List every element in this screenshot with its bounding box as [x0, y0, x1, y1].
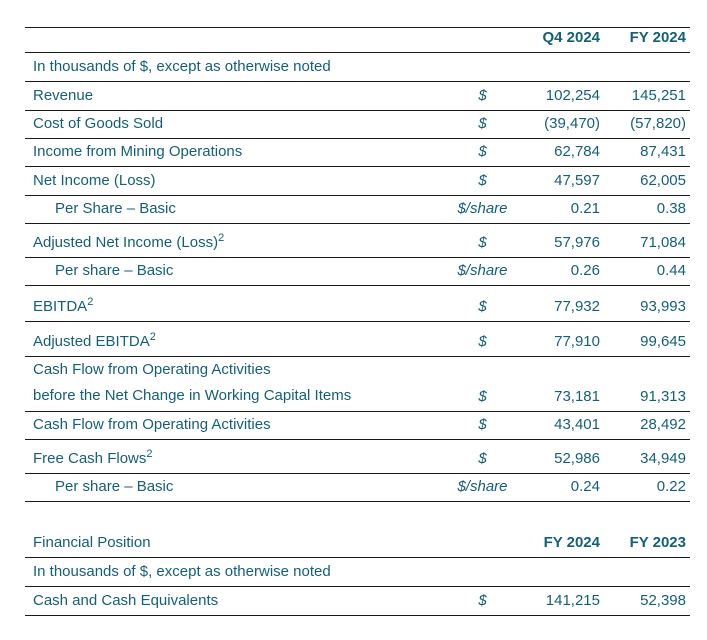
row-value-q4: (39,470)	[544, 115, 600, 132]
row-value-fy: (57,820)	[630, 115, 686, 132]
table-header-row: Q4 2024 FY 2024	[25, 28, 690, 53]
row-label: Per share – Basic	[55, 478, 174, 495]
table-row: Revenue $ 102,254 145,251	[25, 82, 690, 111]
header-spacer	[440, 529, 525, 557]
row-label: Per Share – Basic	[55, 200, 176, 217]
row-label: Cost of Goods Sold	[33, 115, 164, 132]
row-value-fy: 145,251	[631, 87, 686, 104]
row-unit: $	[478, 298, 487, 315]
row-value-q4: 77,932	[554, 298, 600, 315]
row-unit: $	[478, 172, 487, 189]
row-unit: $	[478, 115, 487, 132]
row-unit: $	[478, 450, 487, 467]
row-unit: $	[478, 234, 487, 251]
financial-position-table: Financial Position FY 2024 FY 2023 In th…	[25, 529, 690, 616]
header-spacer	[25, 28, 440, 53]
table-row: Cash and Cash Equivalents $ 141,215 52,3…	[25, 586, 690, 615]
row-value-fy23: 52,398	[640, 591, 686, 609]
row-value-fy: 28,492	[640, 416, 686, 433]
row-value-fy: 62,005	[640, 172, 686, 189]
table-row: Cost of Goods Sold $ (39,470) (57,820)	[25, 111, 690, 139]
table-row: Income from Mining Operations $ 62,784 8…	[25, 139, 690, 167]
table-row: Net Income (Loss) $ 47,597 62,005	[25, 167, 690, 196]
table-row: Cash Flow from Operating Activities $ 43…	[25, 412, 690, 440]
row-unit: $	[478, 416, 487, 433]
row-unit: $/share	[457, 200, 508, 217]
row-value-q4: 0.26	[570, 262, 600, 279]
section-title: Financial Position	[33, 533, 151, 551]
row-value-q4: 57,976	[554, 234, 600, 251]
footnote-marker: 2	[149, 331, 156, 343]
table-row: Adjusted Net Income (Loss)2 $ 57,976 71,…	[25, 224, 690, 258]
row-unit: $	[478, 333, 487, 350]
row-unit: $/share	[457, 478, 508, 495]
column-header-fy-2023: FY 2023	[629, 533, 686, 551]
row-value-fy: 91,313	[640, 388, 686, 405]
row-value-q4: 0.21	[570, 200, 600, 217]
table-row-per-share: Per Share – Basic $/share 0.21 0.38	[25, 196, 690, 224]
table-row: Cash Flow from Operating Activities befor…	[25, 357, 690, 412]
row-value-q4: 73,181	[554, 388, 600, 405]
row-label: Adjusted Net Income (Loss)2	[33, 232, 225, 252]
row-unit: $	[478, 388, 487, 405]
row-label: Net Income (Loss)	[33, 172, 156, 189]
row-label: Income from Mining Operations	[33, 143, 243, 160]
table-header-row: Financial Position FY 2024 FY 2023	[25, 529, 690, 557]
table-row-per-share: Per share – Basic $/share 0.26 0.44	[25, 258, 690, 286]
row-value-fy: 93,993	[640, 298, 686, 315]
row-value-fy: 0.38	[656, 200, 686, 217]
row-unit: $	[478, 591, 487, 609]
row-value-q4: 43,401	[554, 416, 600, 433]
row-label: EBITDA2	[33, 296, 94, 316]
column-header-fy-2024: FY 2024	[629, 29, 686, 46]
footnote-marker: 2	[87, 296, 94, 308]
row-value-fy: 34,949	[640, 450, 686, 467]
table-row: Free Cash Flows2 $ 52,986 34,949	[25, 440, 690, 474]
footnote-marker: 2	[146, 448, 153, 460]
row-value-fy24: 141,215	[545, 591, 600, 609]
row-value-fy: 0.22	[656, 478, 686, 495]
row-label: Cash and Cash Equivalents	[33, 591, 219, 609]
row-unit: $	[478, 143, 487, 160]
financial-results-table: Q4 2024 FY 2024 In thousands of $, excep…	[25, 27, 690, 502]
row-value-q4: 52,986	[554, 450, 600, 467]
row-label: Per share – Basic	[55, 262, 174, 279]
row-value-q4: 77,910	[554, 333, 600, 350]
column-header-q4-2024: Q4 2024	[542, 29, 600, 46]
table-subtitle-row: In thousands of $, except as otherwise n…	[25, 53, 690, 82]
table-row: EBITDA2 $ 77,932 93,993	[25, 286, 690, 322]
row-value-fy: 0.44	[656, 262, 686, 279]
row-value-q4: 47,597	[554, 172, 600, 189]
table-subtitle: In thousands of $, except as otherwise n…	[33, 562, 331, 580]
row-label: Adjusted EBITDA2	[33, 331, 156, 351]
row-label: Cash Flow from Operating Activities	[33, 416, 271, 433]
row-label: Free Cash Flows2	[33, 448, 153, 468]
column-header-fy-2024: FY 2024	[543, 533, 600, 551]
row-label: Cash Flow from Operating Activities befor…	[33, 361, 352, 404]
table-row: Adjusted EBITDA2 $ 77,910 99,645	[25, 322, 690, 357]
table-row-per-share: Per share – Basic $/share 0.24 0.22	[25, 474, 690, 502]
row-value-fy: 87,431	[640, 143, 686, 160]
table-subtitle-row: In thousands of $, except as otherwise n…	[25, 557, 690, 586]
row-value-q4: 0.24	[570, 478, 600, 495]
row-label: Revenue	[33, 87, 94, 104]
row-unit: $/share	[457, 262, 508, 279]
header-spacer	[440, 28, 525, 53]
row-value-fy: 99,645	[640, 333, 686, 350]
table-subtitle: In thousands of $, except as otherwise n…	[33, 58, 331, 75]
footnote-marker: 2	[218, 232, 225, 244]
row-value-q4: 102,254	[545, 87, 600, 104]
row-value-fy: 71,084	[640, 234, 686, 251]
row-unit: $	[478, 87, 487, 104]
row-value-q4: 62,784	[554, 143, 600, 160]
